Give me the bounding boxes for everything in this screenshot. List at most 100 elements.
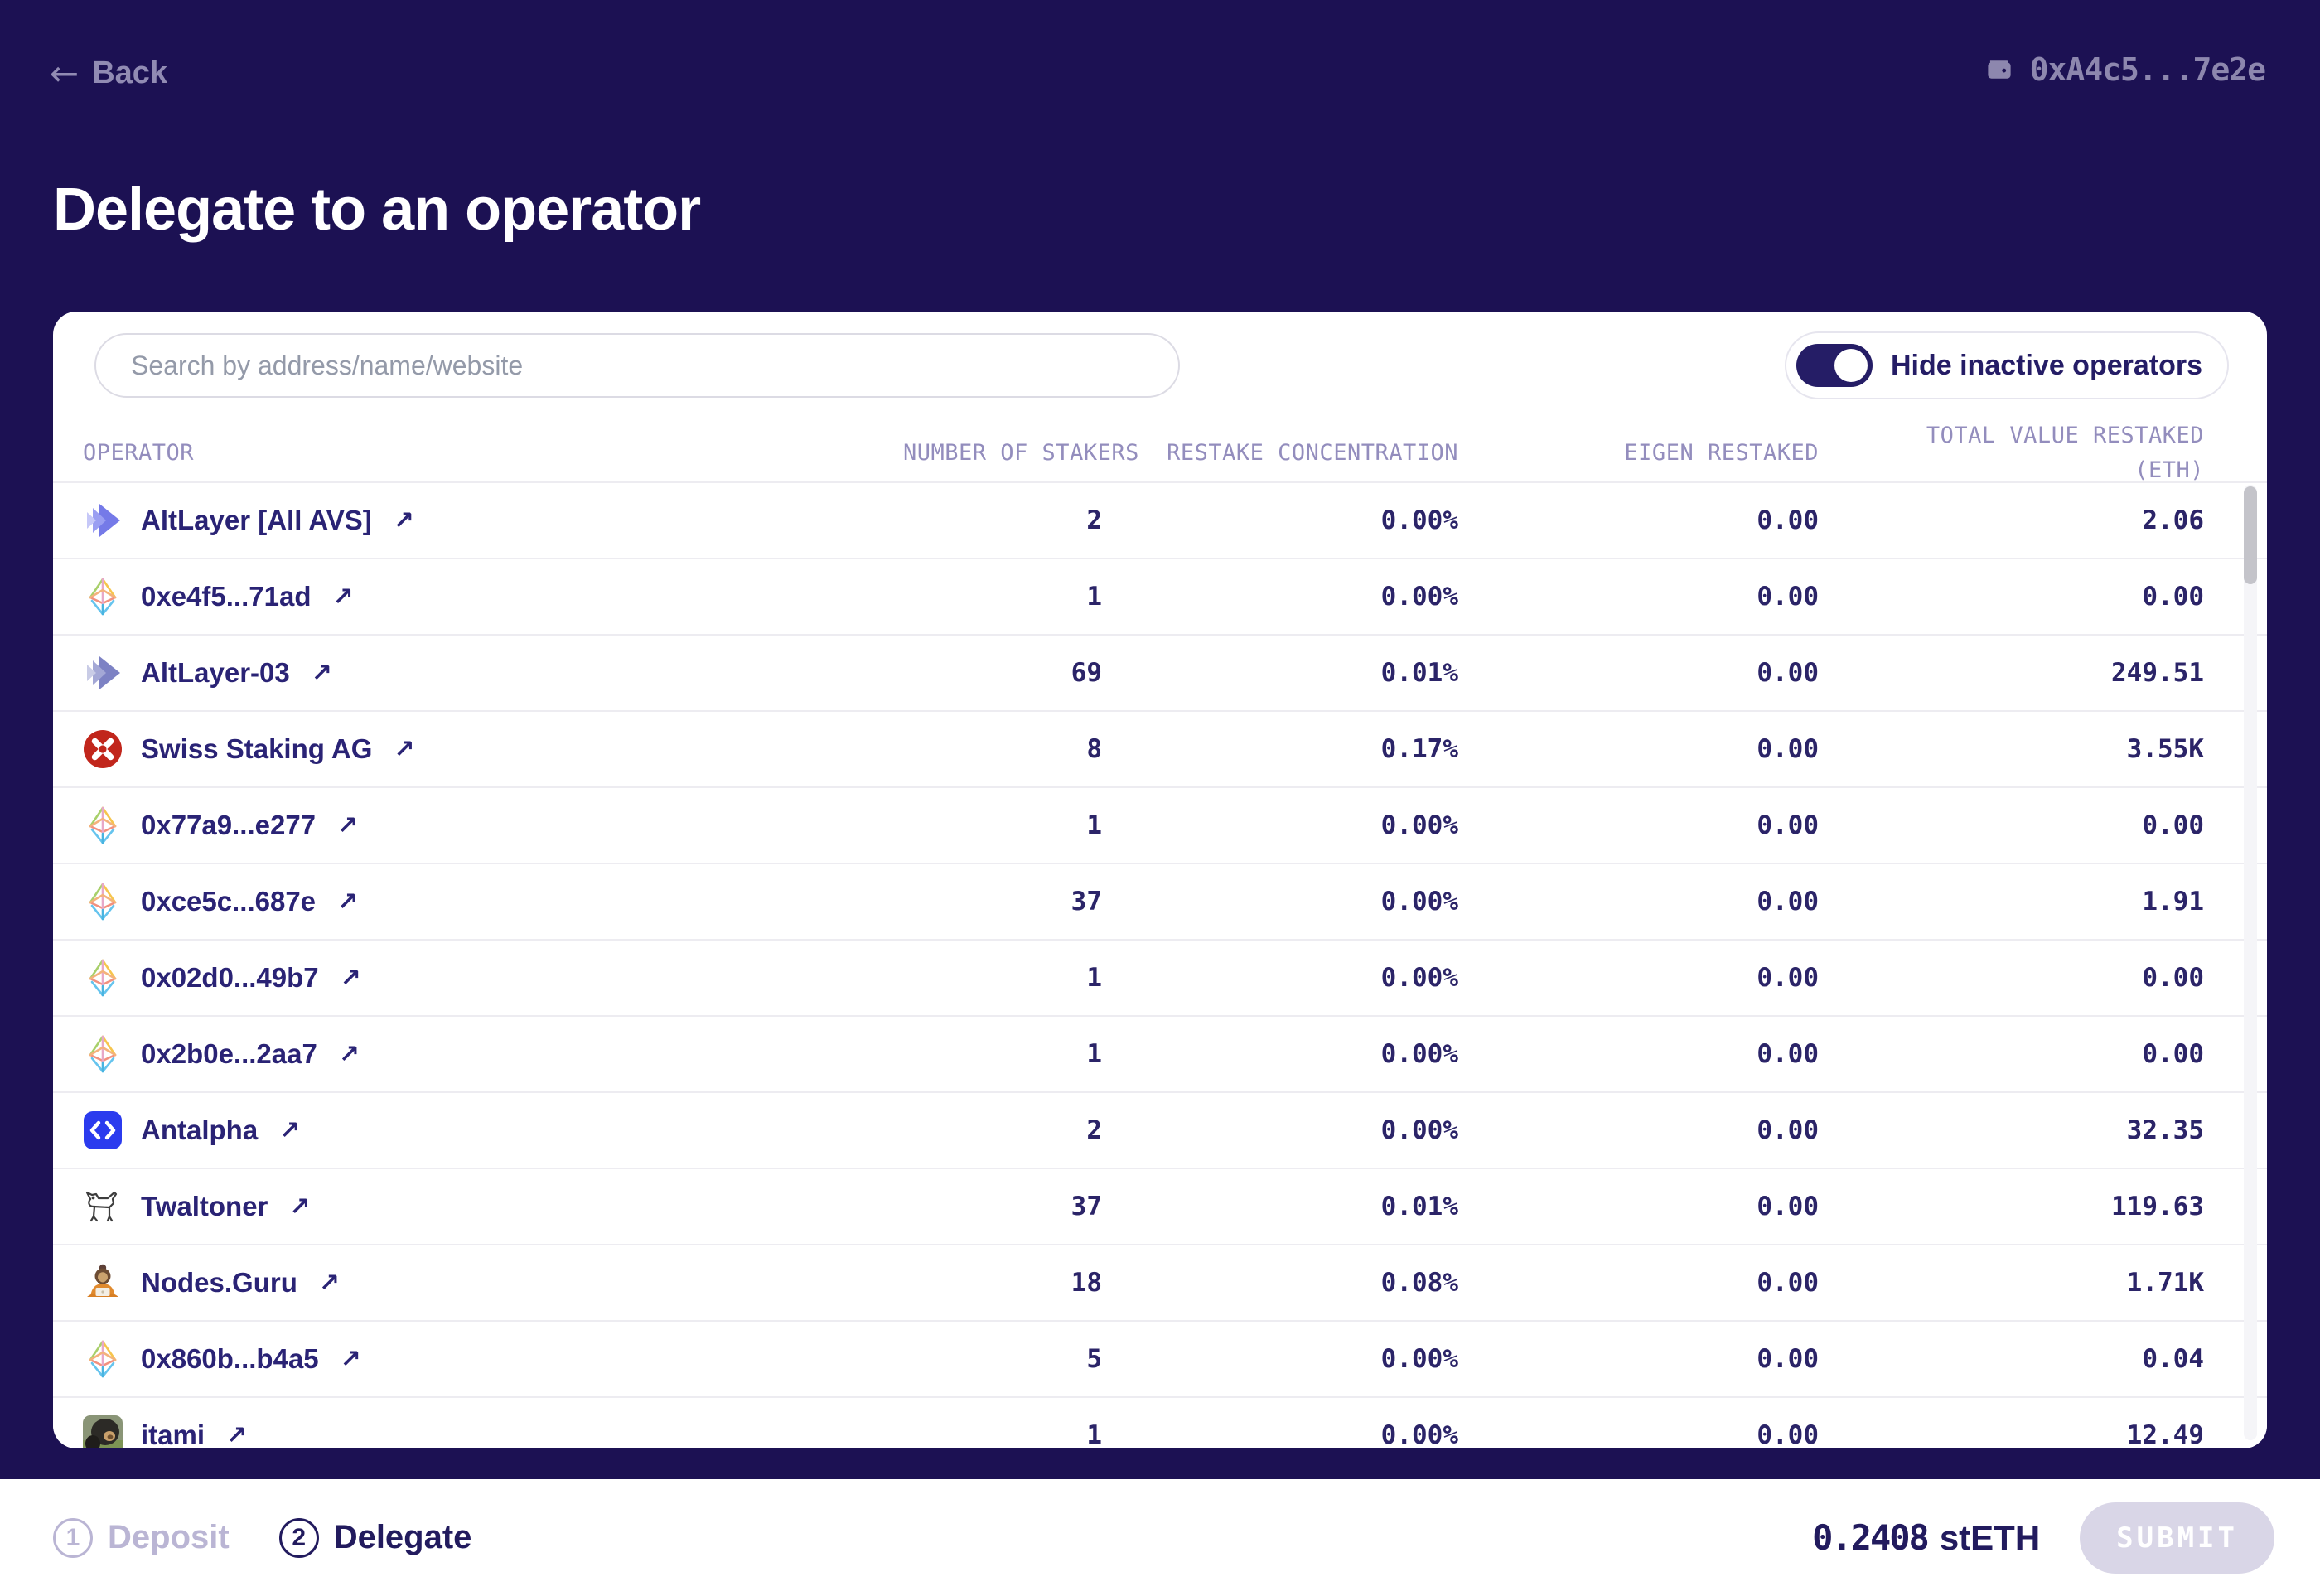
external-link-icon[interactable]: ↗ [340, 963, 361, 993]
submit-button[interactable]: SUBMIT [2080, 1502, 2274, 1574]
column-header-total: TOTAL VALUE RESTAKED (ETH) [1926, 423, 2204, 483]
operator-row[interactable]: Swiss Staking AG ↗ 8 0.17% 0.00 3.55K [53, 712, 2267, 788]
balance-unit: stETH [1939, 1518, 2041, 1557]
column-header-eigen: EIGEN RESTAKED [1624, 440, 1819, 467]
external-link-icon[interactable]: ↗ [311, 658, 332, 688]
scrollbar-track[interactable] [2244, 485, 2257, 1440]
operator-row[interactable]: 0x77a9...e277 ↗ 1 0.00% 0.00 0.00 [53, 788, 2267, 864]
eigen-restaked-value: 0.00 [1757, 887, 1819, 916]
operator-row[interactable]: AltLayer [All AVS] ↗ 2 0.00% 0.00 2.06 [53, 483, 2267, 559]
external-link-icon[interactable]: ↗ [338, 1039, 360, 1069]
back-label: Back [92, 56, 168, 90]
search-input[interactable] [94, 333, 1180, 398]
operator-row[interactable]: 0x2b0e...2aa7 ↗ 1 0.00% 0.00 0.00 [53, 1017, 2267, 1093]
external-link-icon[interactable]: ↗ [393, 505, 414, 535]
operator-name: itami [141, 1419, 205, 1448]
swiss-staking-logo [83, 729, 123, 769]
wizard-step-delegate[interactable]: 2 Delegate [278, 1517, 472, 1558]
eigen-restaked-value: 0.00 [1757, 1420, 1819, 1448]
external-link-icon[interactable]: ↗ [332, 582, 354, 612]
concentration-value: 0.01% [1380, 658, 1458, 688]
eigen-restaked-value: 0.00 [1757, 1115, 1819, 1145]
operator-row[interactable]: 0x860b...b4a5 ↗ 5 0.00% 0.00 0.04 [53, 1322, 2267, 1398]
operator-row[interactable]: 0xce5c...687e ↗ 37 0.00% 0.00 1.91 [53, 864, 2267, 941]
concentration-value: 0.17% [1380, 734, 1458, 764]
external-link-icon[interactable]: ↗ [337, 810, 359, 840]
eth-diamond-logo [83, 882, 123, 921]
concentration-value: 0.00% [1380, 1420, 1458, 1448]
concentration-value: 0.00% [1380, 810, 1458, 840]
eigen-restaked-value: 0.00 [1757, 1344, 1819, 1374]
operator-name: 0x860b...b4a5 [141, 1343, 319, 1374]
nodes-guru-logo [83, 1263, 123, 1303]
external-link-icon[interactable]: ↗ [340, 1344, 361, 1374]
operator-table-body: AltLayer [All AVS] ↗ 2 0.00% 0.00 2.06 0… [53, 481, 2267, 1448]
external-link-icon[interactable]: ↗ [226, 1420, 248, 1449]
toggle-switch-icon[interactable] [1796, 344, 1873, 387]
operator-name: 0xce5c...687e [141, 886, 317, 916]
operator-row[interactable]: itami ↗ 1 0.00% 0.00 12.49 [53, 1398, 2267, 1448]
total-restaked-value: 12.49 [2126, 1420, 2204, 1448]
operator-name: 0xe4f5...71ad [141, 581, 312, 612]
eigen-restaked-value: 0.00 [1757, 1192, 1819, 1221]
stakers-value: 1 [1086, 963, 1102, 993]
twaltoner-dog-logo [83, 1187, 123, 1226]
operator-row[interactable]: Nodes.Guru ↗ 18 0.08% 0.00 1.71K [53, 1245, 2267, 1322]
stakers-value: 18 [1071, 1268, 1102, 1298]
antalpha-logo [83, 1110, 123, 1150]
balance-value: 0.2408 [1812, 1517, 1930, 1558]
operator-row[interactable]: AltLayer-03 ↗ 69 0.01% 0.00 249.51 [53, 636, 2267, 712]
stakers-value: 8 [1086, 734, 1102, 764]
eigen-restaked-value: 0.00 [1757, 734, 1819, 764]
column-header-operator: OPERATOR [83, 440, 195, 467]
eigen-restaked-value: 0.00 [1757, 658, 1819, 688]
external-link-icon[interactable]: ↗ [279, 1115, 301, 1145]
external-link-icon[interactable]: ↗ [289, 1192, 311, 1221]
concentration-value: 0.00% [1380, 1344, 1458, 1374]
table-header-row: OPERATOR NUMBER OF STAKERS RESTAKE CONCE… [53, 418, 2267, 483]
scrollbar-thumb[interactable] [2244, 486, 2257, 584]
total-restaked-value: 0.00 [2142, 1039, 2204, 1069]
operator-name: AltLayer [All AVS] [141, 505, 372, 535]
concentration-value: 0.00% [1380, 505, 1458, 535]
eth-diamond-logo [83, 958, 123, 998]
stakers-value: 2 [1086, 505, 1102, 535]
eigen-restaked-value: 0.00 [1757, 963, 1819, 993]
wizard-steps: 1 Deposit 2 Delegate [53, 1479, 471, 1596]
total-restaked-value: 249.51 [2111, 658, 2204, 688]
operator-row[interactable]: 0x02d0...49b7 ↗ 1 0.00% 0.00 0.00 [53, 941, 2267, 1017]
operator-name: Nodes.Guru [141, 1267, 297, 1298]
wallet-address: 0xA4c5...7e2e [2029, 51, 2266, 88]
operator-name: Swiss Staking AG [141, 733, 373, 764]
concentration-value: 0.00% [1380, 1039, 1458, 1069]
operator-row[interactable]: 0xe4f5...71ad ↗ 1 0.00% 0.00 0.00 [53, 559, 2267, 636]
total-restaked-value: 0.04 [2142, 1344, 2204, 1374]
total-restaked-value: 0.00 [2142, 963, 2204, 993]
step-number: 2 [278, 1517, 319, 1558]
external-link-icon[interactable]: ↗ [337, 887, 359, 916]
eth-diamond-logo [83, 577, 123, 617]
total-restaked-value: 1.91 [2142, 887, 2204, 916]
step-label: Delegate [333, 1519, 472, 1555]
hide-inactive-toggle[interactable]: Hide inactive operators [1784, 331, 2229, 399]
wallet-chip[interactable]: 0xA4c5...7e2e [1984, 51, 2266, 88]
operator-row[interactable]: Antalpha ↗ 2 0.00% 0.00 32.35 [53, 1093, 2267, 1169]
operator-name: 0x02d0...49b7 [141, 962, 319, 993]
eth-diamond-logo [83, 1339, 123, 1379]
operator-row[interactable]: Twaltoner ↗ 37 0.01% 0.00 119.63 [53, 1169, 2267, 1245]
wizard-step-deposit[interactable]: 1 Deposit [53, 1517, 230, 1558]
operator-name: Antalpha [141, 1115, 259, 1145]
external-link-icon[interactable]: ↗ [394, 734, 415, 764]
eigen-restaked-value: 0.00 [1757, 1268, 1819, 1298]
concentration-value: 0.01% [1380, 1192, 1458, 1221]
stakers-value: 1 [1086, 1420, 1102, 1448]
total-restaked-value: 32.35 [2126, 1115, 2204, 1145]
column-header-concentration: RESTAKE CONCENTRATION [1167, 440, 1458, 467]
stakers-value: 1 [1086, 582, 1102, 612]
eigen-restaked-value: 0.00 [1757, 1039, 1819, 1069]
back-button[interactable]: ← Back [50, 53, 167, 94]
external-link-icon[interactable]: ↗ [318, 1268, 340, 1298]
concentration-value: 0.00% [1380, 887, 1458, 916]
operator-name: AltLayer-03 [141, 657, 290, 688]
concentration-value: 0.00% [1380, 963, 1458, 993]
